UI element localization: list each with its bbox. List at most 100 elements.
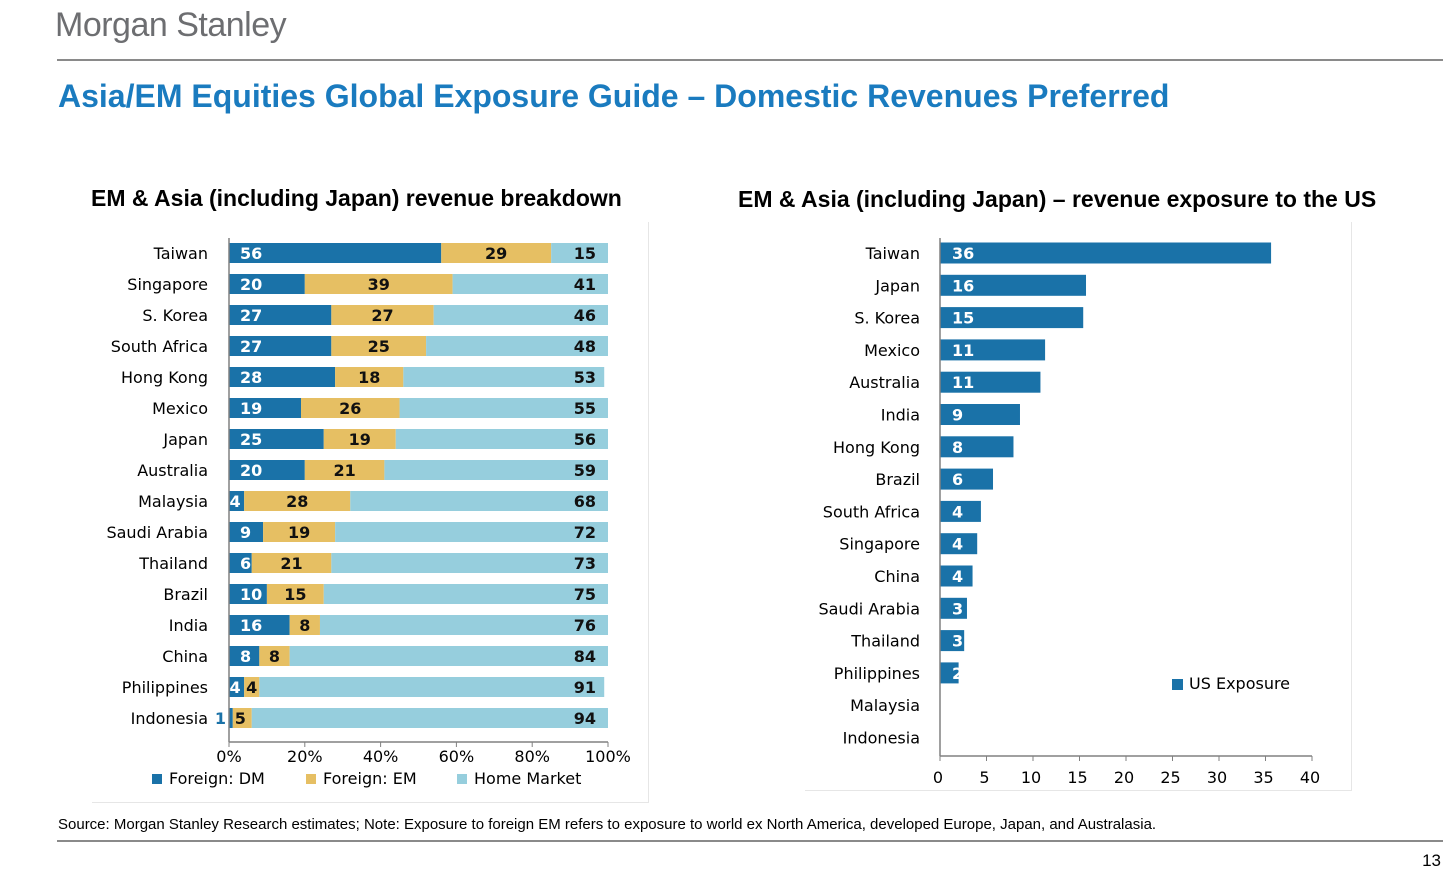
x-tick-label: 80% [514,747,550,766]
page-number: 13 [1422,851,1441,870]
bar-segment-home-market [395,429,608,449]
data-label: 36 [952,244,974,263]
data-label: 2 [952,664,963,683]
bar-segment-foreign-em [251,553,332,573]
data-label: 29 [485,244,507,263]
bar-segment-foreign-dm [229,305,332,325]
category-label: Philippines [834,664,920,683]
bar-segment-home-market [551,243,608,263]
data-label: 8 [299,616,310,635]
bar-segment-foreign-em [323,429,396,449]
data-label: 8 [269,647,280,666]
bar [940,242,1272,264]
data-label: 91 [574,678,596,697]
legend-swatch [306,774,316,784]
bar-segment-foreign-dm [229,553,252,573]
category-label: Brazil [163,585,208,604]
data-label: 39 [368,275,390,294]
category-label: Philippines [122,678,208,697]
data-label: 21 [333,461,355,480]
bar-segment-foreign-dm [229,336,332,356]
data-label: 4 [230,678,241,697]
data-label: 20 [240,461,262,480]
data-label: 10 [240,585,262,604]
bar-segment-home-market [335,522,608,542]
bar [940,468,994,490]
category-label: China [162,647,208,666]
data-label: 20 [240,275,262,294]
data-label: 4 [230,492,241,511]
bar-segment-home-market [403,367,605,387]
bar-segment-home-market [259,677,605,697]
bar-segment-foreign-dm [229,243,442,263]
bar-segment-foreign-em [304,460,385,480]
data-label: 16 [952,276,974,295]
header-divider [57,59,1443,61]
bar [940,500,981,522]
category-label: Australia [849,373,920,392]
bar-segment-home-market [331,553,608,573]
data-label: 4 [952,535,963,554]
left-chart-panel [92,222,649,803]
category-label: S. Korea [854,309,920,328]
footer-divider [57,840,1443,842]
data-label: 18 [358,368,380,387]
data-label: 46 [574,306,596,325]
data-label: 4 [246,678,257,697]
data-label: 41 [574,275,596,294]
data-label: 72 [574,523,596,542]
bar-segment-foreign-em [259,646,290,666]
bar-segment-foreign-dm [229,522,264,542]
data-label: 48 [574,337,596,356]
bar [940,436,1014,458]
category-label: Taiwan [865,244,920,263]
x-tick-label: 10 [1021,768,1041,787]
data-label: 11 [952,341,974,360]
legend-swatch [457,774,467,784]
legend-label: Foreign: DM [169,769,265,788]
category-label: Indonesia [131,709,208,728]
data-label: 28 [286,492,308,511]
bar-segment-home-market [350,491,608,511]
bar-segment-foreign-em [335,367,404,387]
data-label: 27 [240,306,262,325]
bar [940,371,1041,393]
bar-segment-foreign-dm [229,367,336,387]
category-label: Saudi Arabia [106,523,208,542]
data-label: 68 [574,492,596,511]
category-label: Australia [137,461,208,480]
data-label: 15 [952,309,974,328]
x-tick-label: 40% [363,747,399,766]
bar-segment-home-market [433,305,608,325]
page-title: Asia/EM Equities Global Exposure Guide –… [58,78,1170,114]
legend-swatch [152,774,162,784]
data-label: 5 [235,709,246,728]
x-tick-label: 20% [287,747,323,766]
category-label: India [881,406,920,425]
x-tick-label: 25 [1160,768,1180,787]
bar-segment-home-market [426,336,608,356]
bar-segment-foreign-dm [229,491,245,511]
x-tick-label: 0 [933,768,943,787]
category-label: S. Korea [142,306,208,325]
bar-segment-foreign-dm [229,429,324,449]
bar-segment-foreign-em [301,398,400,418]
bar-segment-foreign-em [266,584,324,604]
data-label: 27 [240,337,262,356]
bar [940,307,1084,329]
bar-segment-foreign-em [331,305,434,325]
bar [940,662,959,684]
category-label: Singapore [127,275,208,294]
data-label: 84 [574,647,596,666]
data-label: 6 [240,554,251,573]
bar [940,630,965,652]
right-chart-panel [805,222,1352,791]
bar-segment-foreign-em [331,336,427,356]
x-tick-label: 60% [439,747,475,766]
bar-segment-foreign-em [289,615,320,635]
x-tick-label: 15 [1067,768,1087,787]
bar-segment-foreign-em [244,491,351,511]
legend-swatch [1172,679,1183,690]
data-label: 19 [349,430,371,449]
x-tick-label: 100% [585,747,631,766]
